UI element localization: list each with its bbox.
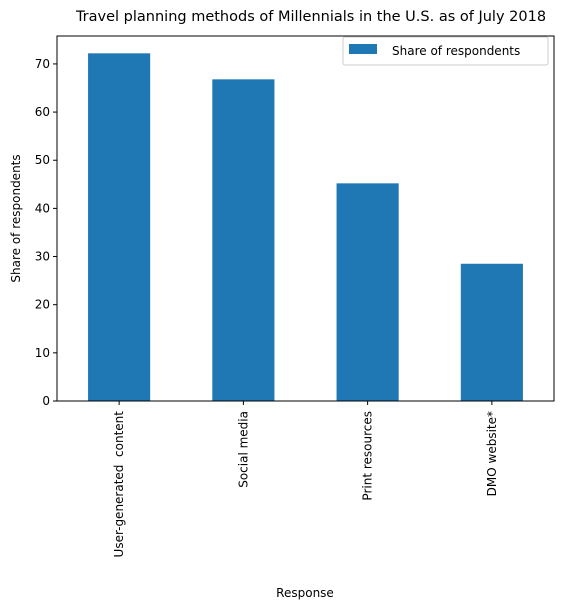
y-tick-label: 50 — [35, 153, 50, 167]
x-tick-label: DMO website* — [485, 411, 499, 496]
y-tick-label: 0 — [42, 394, 50, 408]
x-tick-label: Social media — [236, 411, 250, 488]
bar — [212, 79, 275, 401]
plot-frame — [56, 35, 555, 402]
x-tick-label: Print resources — [361, 411, 375, 501]
legend: Share of respondents — [342, 36, 549, 66]
legend-swatch — [349, 44, 377, 54]
x-axis-label: Response — [276, 586, 334, 600]
legend-label: Share of respondents — [392, 44, 520, 58]
y-tick-label: 30 — [35, 250, 50, 264]
y-tick-label: 60 — [35, 105, 50, 119]
bar — [88, 53, 151, 402]
plot-area — [88, 53, 523, 402]
y-tick-label: 10 — [35, 346, 50, 360]
bar — [460, 263, 523, 401]
y-axis-label: Share of respondents — [9, 154, 23, 282]
legend-box — [342, 36, 549, 66]
y-tick-label: 20 — [35, 298, 50, 312]
y-tick-label: 40 — [35, 201, 50, 215]
x-tick-label: User-generated content — [112, 411, 126, 558]
y-tick-label: 70 — [35, 57, 50, 71]
x-axis: User-generated content Social media Print … — [112, 401, 499, 557]
chart-title: Travel planning methods of Millennials i… — [75, 9, 546, 25]
bar — [336, 183, 399, 401]
y-axis: 0 10 20 30 40 50 60 70 — [35, 57, 57, 408]
